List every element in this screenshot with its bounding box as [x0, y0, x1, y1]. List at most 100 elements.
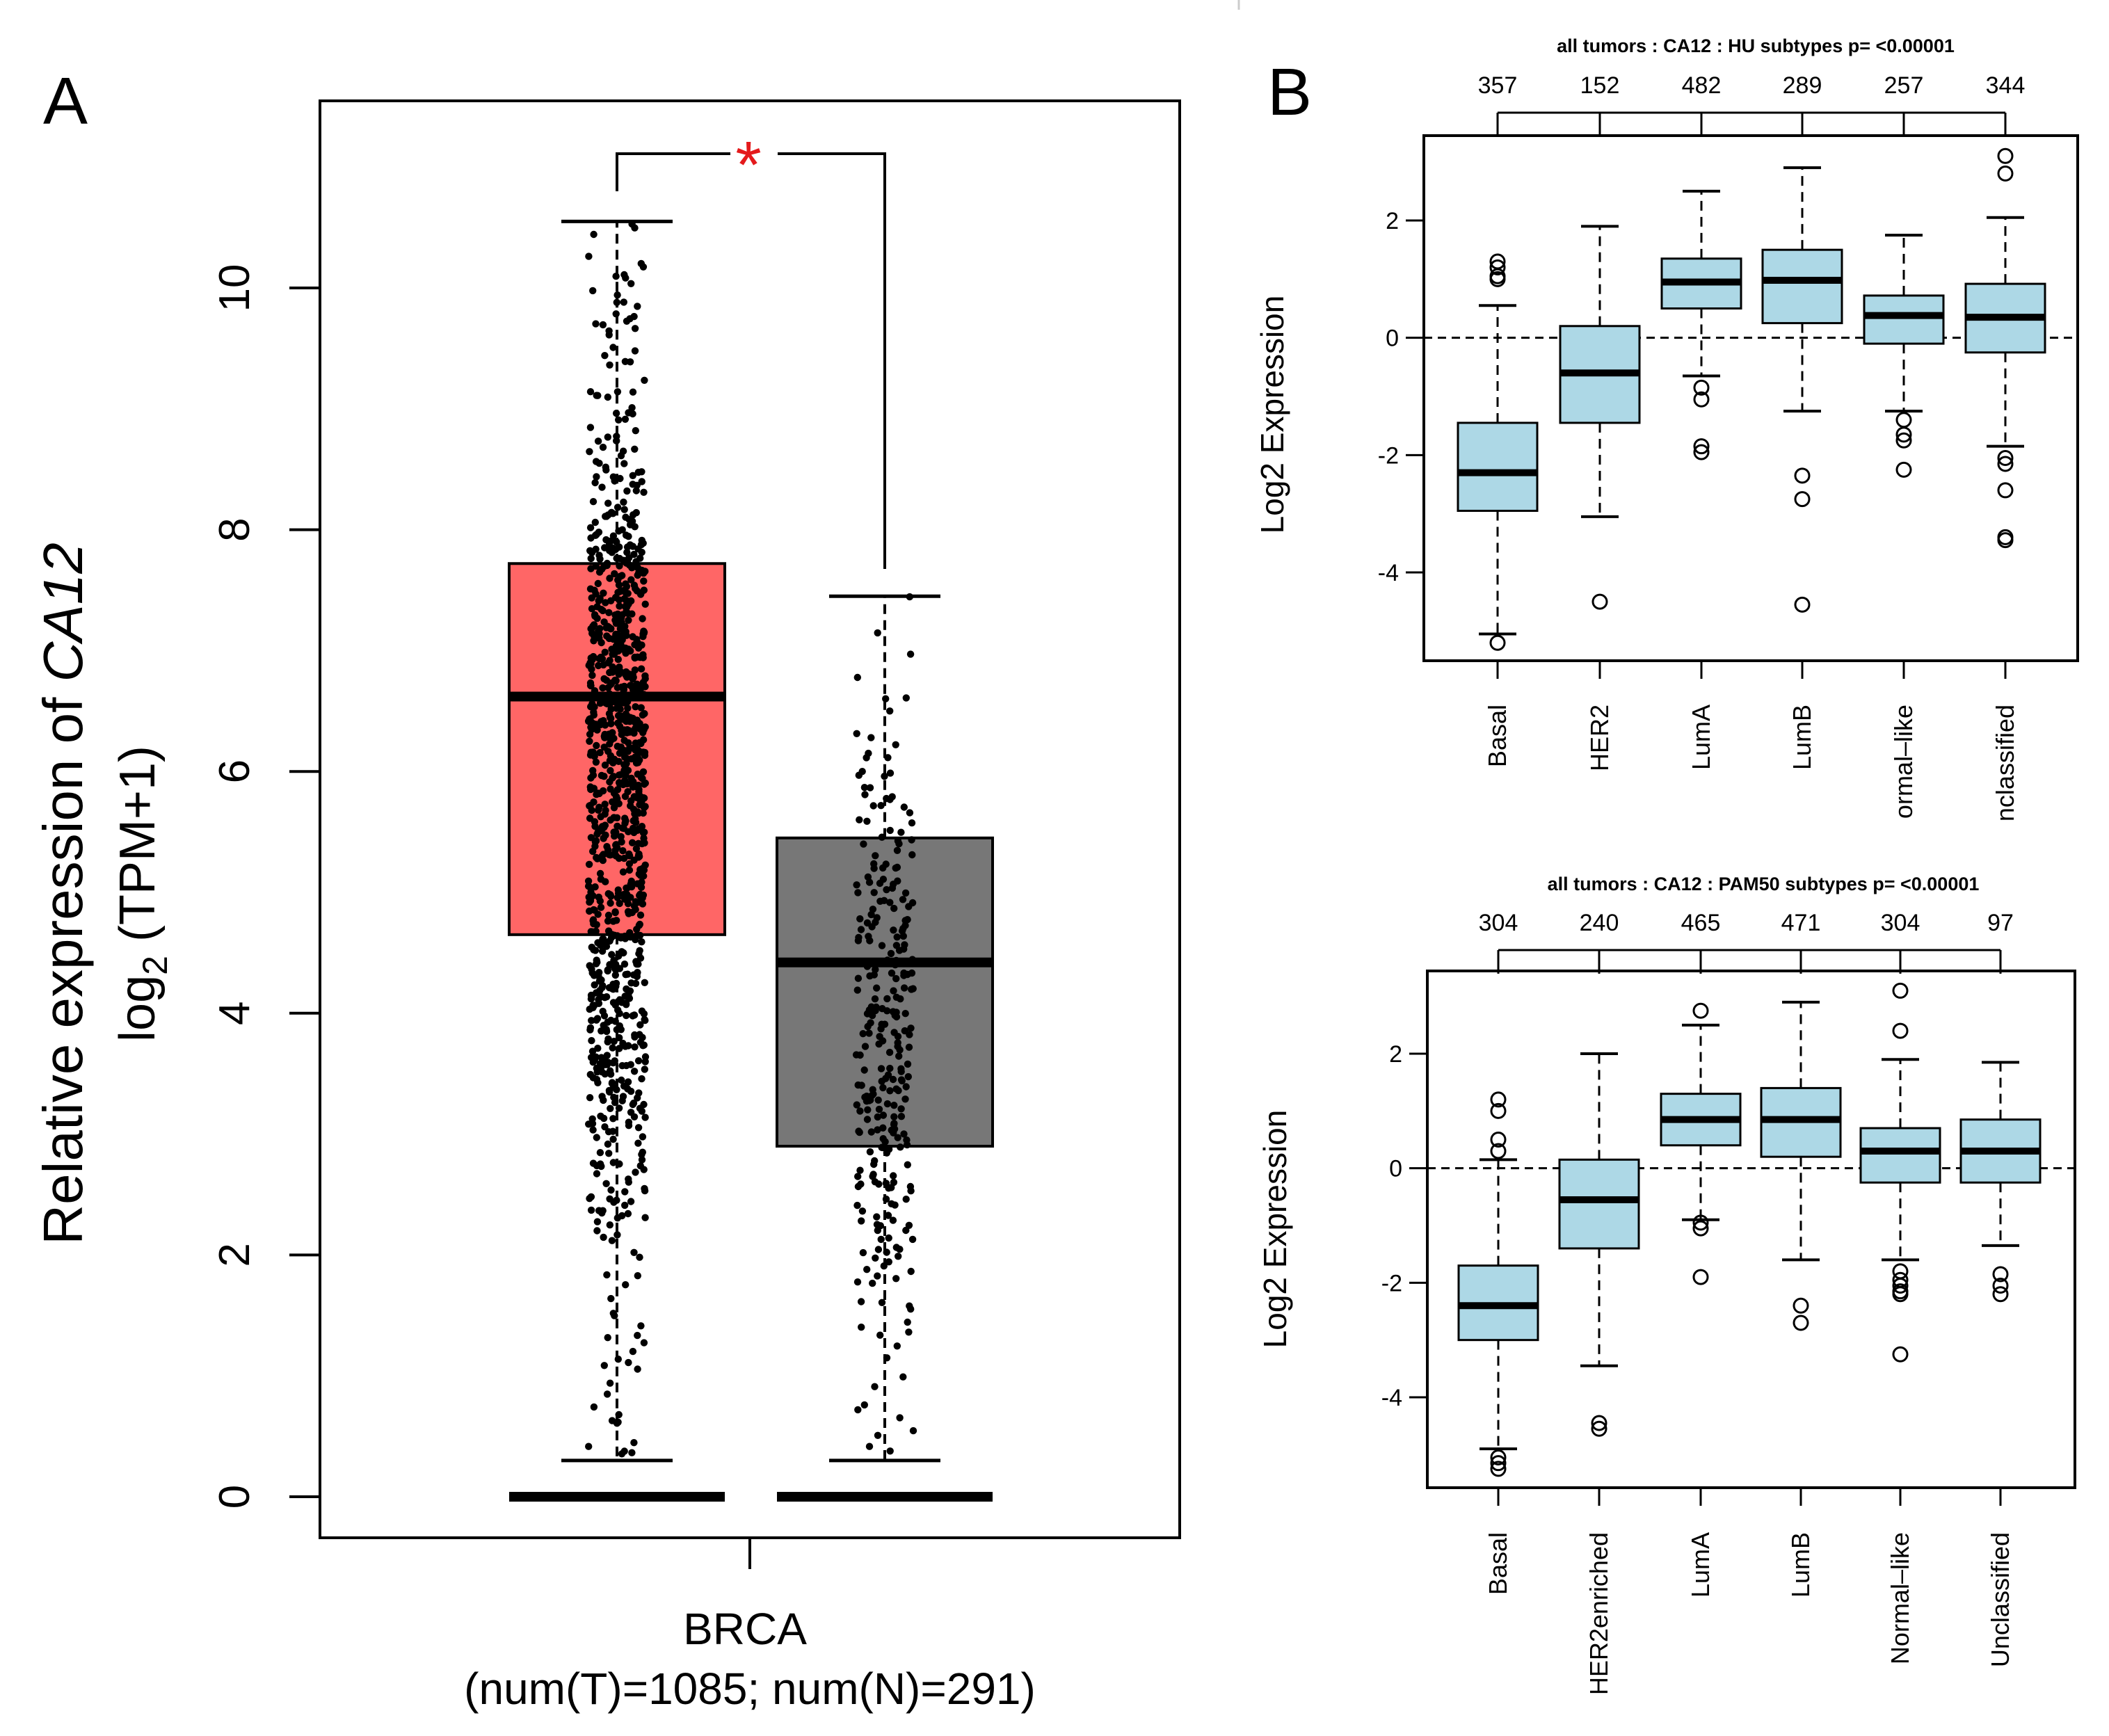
sample-point [630, 805, 638, 813]
outlier-point [1895, 432, 1912, 449]
outlier-point [1591, 1420, 1607, 1437]
sample-point [591, 838, 600, 846]
sample-point [611, 593, 620, 602]
sample-point [614, 655, 622, 664]
sample-point [621, 1188, 629, 1196]
sample-point [607, 714, 614, 721]
sample-point [587, 565, 595, 572]
outlier-point [1489, 259, 1506, 275]
sample-point [890, 1172, 897, 1180]
sample-point [624, 788, 632, 796]
sample-point [600, 1362, 608, 1369]
sample-point [606, 740, 614, 748]
sample-point [627, 1109, 635, 1116]
sample-point [632, 906, 639, 913]
sample-point [905, 1043, 913, 1051]
sample-point [615, 800, 623, 807]
sample-point [636, 1253, 643, 1261]
sample-point [593, 726, 601, 734]
sample-count-label: 357 [1478, 72, 1518, 99]
sample-point [589, 1126, 597, 1134]
sample-point [863, 817, 871, 826]
sample-point [620, 854, 628, 862]
sample-point [886, 899, 894, 906]
sample-point [640, 872, 648, 880]
sample-point [628, 1449, 636, 1456]
sample-point [618, 1450, 626, 1458]
sample-point [625, 852, 634, 860]
sample-point [586, 388, 595, 396]
category-label: Basal [1484, 1532, 1512, 1595]
sample-point [890, 881, 897, 888]
sample-point [641, 748, 649, 757]
sample-point [624, 705, 632, 712]
sample-point [598, 947, 607, 955]
sample-point [877, 1065, 885, 1072]
category-label: Normal–like [1886, 1532, 1914, 1664]
sample-point [892, 974, 900, 983]
sample-point [856, 1107, 864, 1115]
sample-point [600, 1012, 609, 1020]
sample-point [896, 1046, 904, 1054]
sample-point [593, 855, 601, 862]
sample-point [586, 1094, 594, 1102]
sample-point [614, 1214, 621, 1222]
sample-point [627, 714, 634, 721]
sample-point [593, 1068, 601, 1076]
outlier-point [1892, 1022, 1909, 1039]
sample-point [878, 833, 886, 841]
sample-point [619, 780, 627, 789]
sample-point [605, 623, 613, 631]
sample-point [886, 826, 894, 835]
sample-point [894, 1039, 901, 1047]
sample-point [604, 1018, 611, 1026]
sample-point [601, 648, 609, 656]
sample-point [884, 754, 892, 762]
outlier-point [1693, 444, 1710, 460]
sample-point [588, 1115, 596, 1123]
outlier-point [1794, 596, 1811, 613]
outlier-point [1693, 391, 1710, 408]
sample-point [612, 273, 620, 280]
sample-point [593, 1227, 601, 1235]
sample-point [600, 589, 607, 597]
sample-point [591, 531, 600, 539]
sample-point [641, 723, 649, 731]
sample-point [893, 863, 901, 871]
sample-point [614, 504, 622, 511]
sample-point [623, 884, 631, 892]
sample-point [637, 1322, 645, 1330]
y-tick-label: 8 [211, 517, 259, 541]
subtype-4-box [1859, 1127, 1941, 1184]
sample-point [613, 705, 620, 712]
subtype-0-box [1457, 421, 1539, 512]
sample-point [622, 671, 630, 679]
sample-point [625, 988, 633, 995]
sample-point [618, 999, 626, 1006]
sample-point [632, 487, 640, 495]
sample-point [856, 1051, 864, 1059]
sample-point [618, 1062, 626, 1070]
sample-point [624, 766, 632, 774]
sample-point [599, 443, 607, 451]
sample-point [593, 1075, 601, 1084]
y-tick-label: 0 [1386, 326, 1399, 352]
sample-point [860, 840, 867, 848]
sample-point [640, 1041, 648, 1049]
outlier-point [1992, 1286, 2009, 1303]
sample-point [882, 695, 890, 702]
sample-point [609, 1115, 617, 1123]
sample-point [613, 298, 620, 306]
sample-point [854, 1406, 862, 1414]
sample-point [882, 1195, 890, 1203]
sample-point [908, 1235, 917, 1244]
sample-point [600, 935, 607, 943]
sample-point [590, 1403, 598, 1411]
sample-point [614, 631, 621, 638]
sample-point [860, 1066, 868, 1074]
outlier-point [1490, 1449, 1507, 1465]
outlier-point [1591, 1415, 1607, 1431]
sample-point [900, 945, 908, 953]
sample-point [907, 1024, 915, 1032]
